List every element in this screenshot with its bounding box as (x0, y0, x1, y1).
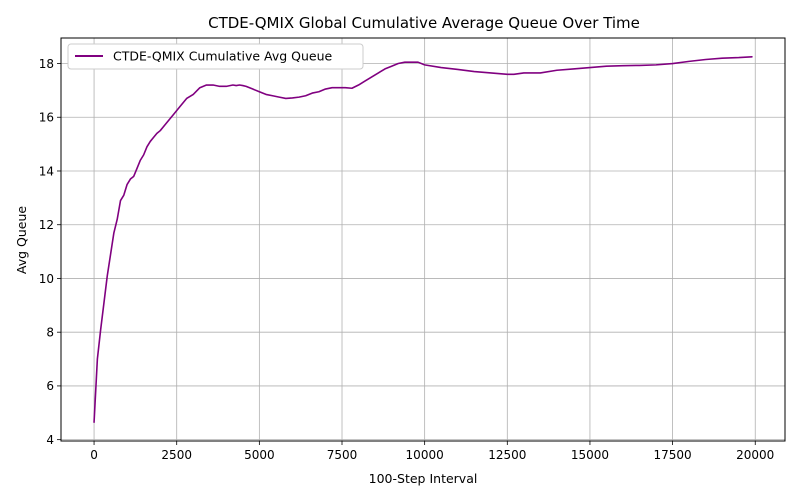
y-tick-label: 12 (39, 218, 54, 232)
chart-title: CTDE-QMIX Global Cumulative Average Queu… (208, 14, 640, 32)
y-tick-label: 6 (46, 379, 54, 393)
y-tick-label: 14 (39, 164, 54, 178)
y-tick-label: 8 (46, 325, 54, 339)
legend: CTDE-QMIX Cumulative Avg Queue (67, 43, 364, 70)
series-line (93, 56, 753, 423)
x-tick-label: 2500 (161, 448, 192, 462)
x-tick-label: 15000 (571, 448, 609, 462)
axis-ticks: 0 2500 5000 7500 10000 12500 15000 17500 20000 4 6… (39, 57, 775, 462)
x-tick-label: 10000 (406, 448, 444, 462)
x-tick-label: 12500 (488, 448, 526, 462)
y-tick-label: 18 (39, 57, 54, 71)
x-tick-label: 5000 (244, 448, 275, 462)
plot-frame (60, 37, 786, 442)
y-tick-label: 16 (39, 111, 54, 125)
y-axis-title: Avg Queue (14, 206, 29, 274)
y-tick-label: 4 (46, 433, 54, 447)
x-axis-title: 100-Step Interval (369, 471, 478, 486)
y-tick-label: 10 (39, 272, 54, 286)
legend-box (67, 43, 364, 70)
x-tick-label: 17500 (654, 448, 692, 462)
x-tick-label: 7500 (327, 448, 358, 462)
legend-label: CTDE-QMIX Cumulative Avg Queue (113, 49, 333, 64)
series-layer (93, 56, 753, 423)
grid (61, 38, 785, 441)
x-tick-label: 20000 (736, 448, 774, 462)
x-tick-label: 0 (90, 448, 98, 462)
